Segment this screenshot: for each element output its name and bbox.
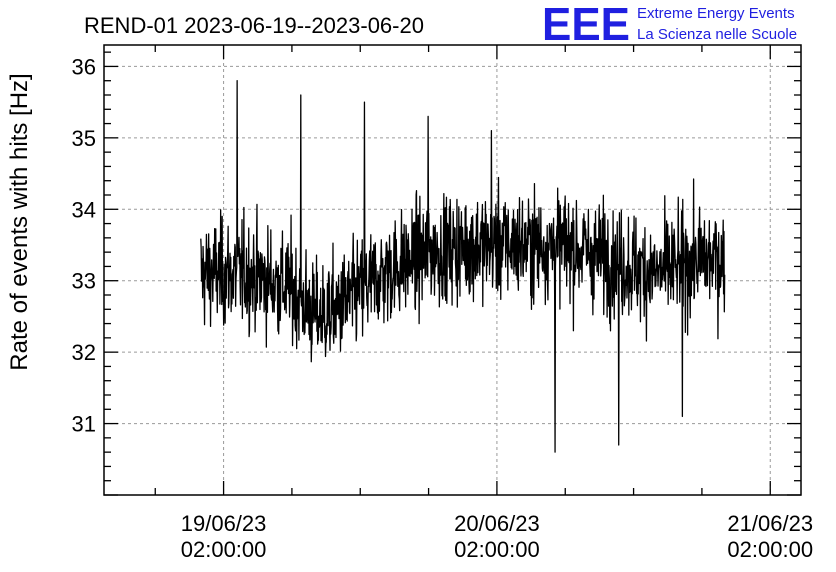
plot-frame bbox=[103, 44, 802, 496]
y-axis-label: Rate of events with hits [Hz] bbox=[6, 73, 33, 370]
eee-logo-icon: EEE bbox=[542, 0, 630, 50]
rate-series bbox=[200, 80, 726, 453]
logo-line-2: La Scienza nelle Scuole bbox=[637, 26, 797, 43]
y-tick-labels: 31 32 33 34 35 36 bbox=[72, 54, 96, 436]
y-tick-label: 31 bbox=[72, 412, 96, 437]
x-tick-label-time: 02:00:00 bbox=[454, 537, 540, 562]
x-tick-labels: 19/06/2302:00:0020/06/2302:00:0021/06/23… bbox=[181, 511, 813, 562]
y-tick-label: 33 bbox=[72, 269, 96, 294]
x-tick-label-date: 21/06/23 bbox=[727, 511, 813, 536]
plot-border bbox=[103, 44, 802, 496]
rate-series-line bbox=[200, 80, 726, 453]
x-tick-label-date: 19/06/23 bbox=[181, 511, 267, 536]
y-tick-label: 32 bbox=[72, 340, 96, 365]
y-tick-label: 34 bbox=[72, 197, 96, 222]
chart-title: REND-01 2023-06-19--2023-06-20 bbox=[84, 13, 424, 38]
logo-line-1: Extreme Energy Events bbox=[637, 5, 795, 22]
x-tick-label-date: 20/06/23 bbox=[454, 511, 540, 536]
x-tick-label-time: 02:00:00 bbox=[181, 537, 267, 562]
y-tick-label: 36 bbox=[72, 54, 96, 79]
x-tick-label-time: 02:00:00 bbox=[727, 537, 813, 562]
y-tick-label: 35 bbox=[72, 126, 96, 151]
